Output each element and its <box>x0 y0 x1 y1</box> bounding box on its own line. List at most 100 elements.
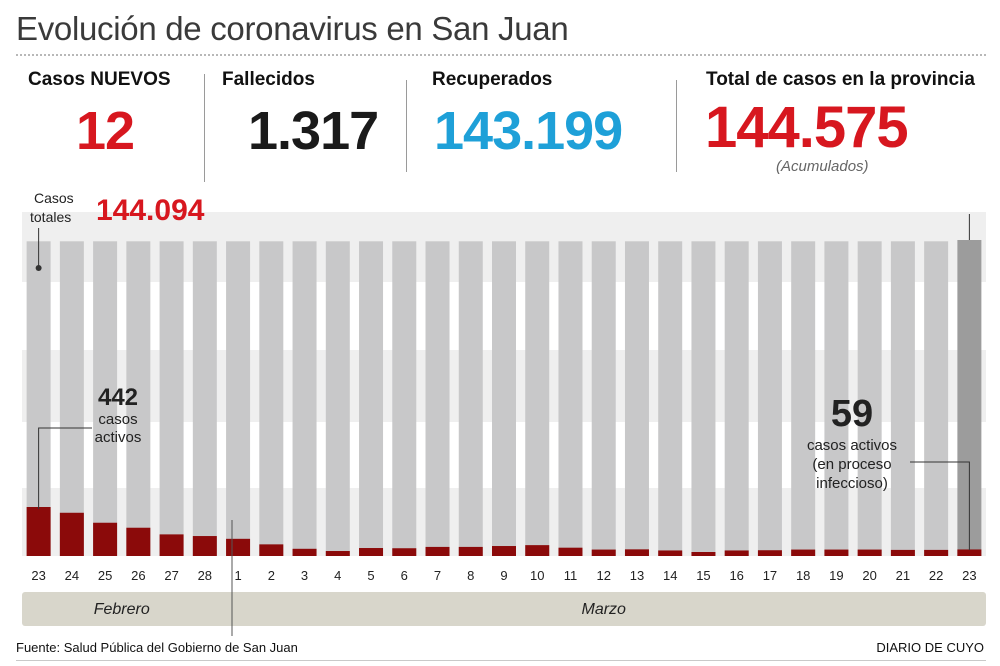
bar-total <box>59 241 84 556</box>
bar-total <box>458 241 483 556</box>
bar-total <box>93 241 118 556</box>
bar-active <box>724 550 749 556</box>
bar-total <box>924 241 949 556</box>
bar-total <box>857 241 882 556</box>
x-tick-label: 20 <box>862 568 876 583</box>
bar-total <box>691 241 716 556</box>
bar-total <box>425 241 450 556</box>
month-band-bg <box>22 592 986 626</box>
x-tick-label: 15 <box>696 568 710 583</box>
total-note: (Acumulados) <box>776 158 869 175</box>
bar-active <box>26 507 51 556</box>
bar-active <box>525 545 550 556</box>
x-tick-label: 11 <box>564 568 578 583</box>
bar-active <box>492 546 516 556</box>
first-active-value: 442 <box>98 384 138 411</box>
stat-divider <box>676 80 677 172</box>
bar-total <box>824 241 849 556</box>
bar-total <box>192 241 217 556</box>
bar-active <box>359 548 384 556</box>
x-tick-label: 10 <box>530 568 544 583</box>
bar-total <box>126 241 151 556</box>
last-active-line2: (en proceso <box>812 456 891 473</box>
first-active-line1: casos <box>98 411 137 428</box>
last-active-value: 59 <box>831 393 873 435</box>
bar-active <box>691 552 716 556</box>
x-tick-labels: 23 24 25 26 27 28 1 2 3 4 5 6 7 8 9 10 11 12 13 14 15 16 17 18 1… <box>31 568 976 583</box>
stat-divider <box>204 74 205 182</box>
bar-active <box>624 549 649 556</box>
bar-total <box>159 241 184 556</box>
last-active-line3: infeccioso) <box>816 475 888 492</box>
x-tick-label: 17 <box>763 568 777 583</box>
x-tick-label: 18 <box>796 568 810 583</box>
bar-total <box>492 241 516 556</box>
x-tick-label: 2 <box>268 568 275 583</box>
month-label: Febrero <box>94 601 150 618</box>
total-annotation-line2: totales <box>30 209 71 225</box>
bar-active <box>159 534 184 556</box>
total-value: 144.575 <box>705 95 909 160</box>
new-cases-label: Casos NUEVOS <box>28 69 171 90</box>
bar-total <box>525 241 550 556</box>
x-tick-label: 27 <box>164 568 178 583</box>
recovered-value: 143.199 <box>434 101 623 161</box>
bar-total <box>359 241 384 556</box>
brand: DIARIO DE CUYO <box>876 640 984 655</box>
active-bars <box>26 507 982 556</box>
bar-active <box>458 546 483 556</box>
bar-active <box>93 522 118 556</box>
x-tick-label: 9 <box>500 568 507 583</box>
annotations: Casos totales 144.094 442 casos activos … <box>30 190 970 636</box>
first-active-line2: activos <box>95 429 142 446</box>
first-active-leader <box>38 427 92 509</box>
x-tick-label: 7 <box>434 568 441 583</box>
bar-total <box>259 241 284 556</box>
bar-active <box>890 549 915 556</box>
x-tick-label: 13 <box>630 568 644 583</box>
bar-total <box>591 241 616 556</box>
new-cases-value: 12 <box>76 101 135 161</box>
x-tick-label: 21 <box>896 568 910 583</box>
x-tick-label: 19 <box>829 568 843 583</box>
total-annotation-value: 144.094 <box>96 194 205 227</box>
bar-active <box>59 512 84 556</box>
bar-total <box>724 241 749 556</box>
x-tick-label: 24 <box>65 568 79 583</box>
bar-active <box>924 549 949 556</box>
deaths-label: Fallecidos <box>222 69 315 90</box>
bar-active <box>658 550 683 556</box>
bar-active <box>824 549 849 556</box>
month-label: Marzo <box>581 601 626 618</box>
bar-total <box>624 241 649 556</box>
x-tick-label: 8 <box>467 568 474 583</box>
x-tick-label: 22 <box>929 568 943 583</box>
page-title: Evolución de coronavirus en San Juan <box>16 10 569 47</box>
bar-active <box>558 547 583 556</box>
total-bars <box>26 240 982 556</box>
bar-total <box>658 241 683 556</box>
x-tick-label: 23 <box>31 568 45 583</box>
bar-active <box>791 549 816 556</box>
x-tick-label: 26 <box>131 568 145 583</box>
stat-divider <box>406 80 407 172</box>
source-note: Fuente: Salud Pública del Gobierno de Sa… <box>16 640 298 655</box>
total-annotation-dot <box>35 265 42 271</box>
bar-total <box>791 241 816 556</box>
x-tick-label: 16 <box>729 568 743 583</box>
x-tick-label: 3 <box>301 568 308 583</box>
deaths-value: 1.317 <box>248 101 379 161</box>
bar-active <box>126 527 151 556</box>
x-tick-label: 4 <box>334 568 341 583</box>
bar-active <box>857 549 882 556</box>
bar-active <box>325 551 350 556</box>
x-tick-label: 1 <box>234 568 241 583</box>
bar-active <box>591 549 616 556</box>
bar-total <box>292 241 317 556</box>
bar-total <box>226 241 251 556</box>
recovered-label: Recuperados <box>432 69 553 90</box>
x-tick-label: 5 <box>367 568 374 583</box>
x-tick-label: 12 <box>596 568 610 583</box>
title-divider <box>16 54 986 56</box>
